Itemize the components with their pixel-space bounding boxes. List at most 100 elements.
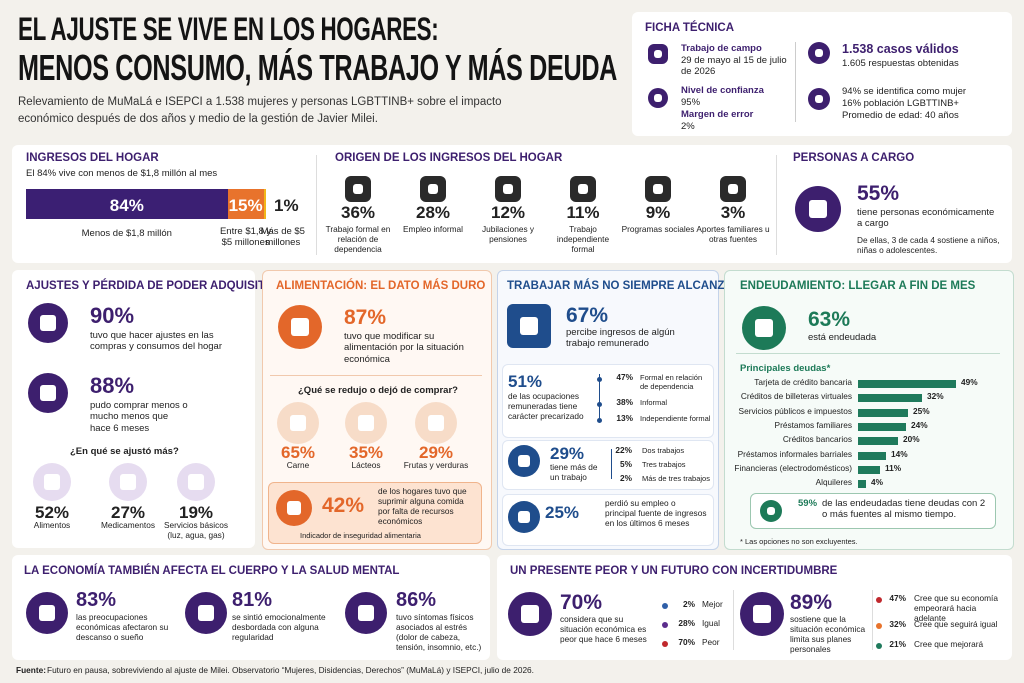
deuda-footnote: * Las opciones no son excluyentes. bbox=[740, 537, 858, 546]
stats-value: 90% bbox=[90, 303, 135, 328]
items-label: Frutas y verduras bbox=[403, 460, 469, 470]
icon bbox=[570, 176, 596, 202]
debt-bar bbox=[858, 380, 956, 388]
icon bbox=[648, 44, 668, 64]
items-value: 36% bbox=[340, 203, 376, 222]
personas-title: PERSONAS A CARGO bbox=[793, 152, 915, 164]
icon bbox=[28, 373, 68, 413]
deuda-categories: Préstamos informales barriales bbox=[737, 448, 852, 459]
income-segment bbox=[227, 189, 264, 219]
alimentacion-question: ¿Qué se redujo o dejó de comprar? bbox=[298, 385, 458, 396]
breakdown-label: Cree que seguirá igual bbox=[914, 619, 998, 629]
deuda-categories: Servicios públicos e impuestos bbox=[738, 405, 852, 416]
items-label: Empleo informal bbox=[403, 224, 463, 234]
deuda-value-labels: 32% bbox=[927, 391, 944, 402]
ingresos-text: percibe ingresos de algún trabajo remune… bbox=[566, 327, 675, 350]
items-value: 11% bbox=[566, 203, 600, 222]
breakdown-label: Peor bbox=[702, 637, 720, 647]
dot bbox=[662, 622, 668, 628]
inseguridad-text: de los hogares tuvo que suprimir alguna … bbox=[378, 486, 467, 526]
connector bbox=[611, 449, 612, 479]
divider bbox=[270, 375, 482, 376]
icon bbox=[345, 176, 371, 202]
icon bbox=[740, 592, 784, 636]
dot bbox=[597, 377, 602, 382]
debt-bar bbox=[858, 422, 906, 431]
ficha-margen-value: 2% bbox=[681, 121, 695, 132]
deuda-value-labels: 4% bbox=[871, 477, 883, 488]
icon bbox=[808, 42, 830, 64]
deuda-chart-title: Principales deudas* bbox=[740, 363, 831, 374]
icon bbox=[720, 176, 746, 202]
personas-value: 55% bbox=[857, 182, 900, 205]
deuda-value-labels: 25% bbox=[913, 405, 930, 416]
dot bbox=[662, 641, 668, 647]
perdida-value: 25% bbox=[545, 503, 580, 522]
icon bbox=[277, 402, 319, 444]
ingresos-value-labels: 1% bbox=[274, 196, 299, 215]
origen-title: ORIGEN DE LOS INGRESOS DEL HOGAR bbox=[335, 152, 563, 164]
debt-bar bbox=[858, 451, 886, 460]
icon bbox=[345, 592, 387, 634]
deuda-text: está endeudada bbox=[808, 332, 877, 343]
items-value: 12% bbox=[490, 203, 526, 222]
deuda-note-value: 59% bbox=[798, 498, 818, 509]
ficha-casos: 1.538 casos válidos bbox=[842, 42, 959, 56]
items-value: 65% bbox=[280, 443, 316, 462]
dot bbox=[662, 603, 668, 609]
breakdown-label: Informal bbox=[640, 398, 668, 407]
divider bbox=[776, 155, 777, 255]
ficha-title: FICHA TÉCNICA bbox=[645, 22, 735, 34]
icon bbox=[109, 463, 147, 501]
items-value: 9% bbox=[645, 203, 671, 222]
icon bbox=[415, 402, 457, 444]
breakdown-label: Tres trabajos bbox=[642, 460, 686, 469]
breakdown-value: 32% bbox=[889, 619, 906, 629]
header-title-line1: EL AJUSTE SE VIVE EN LOS HOGARES: bbox=[18, 11, 439, 47]
divider bbox=[316, 155, 317, 255]
icon bbox=[795, 186, 841, 232]
stats-text: pudo comprar menos o mucho menos que hac… bbox=[90, 400, 188, 434]
personas-text: tiene personas económicamente a cargo bbox=[857, 207, 995, 230]
deuda-categories: Alquileres bbox=[815, 477, 852, 488]
stat-value: 87% bbox=[344, 306, 387, 329]
icon bbox=[742, 306, 786, 350]
ficha-lgbt: 16% población LGBTTINB+ bbox=[842, 98, 959, 109]
items-value: 86% bbox=[396, 589, 437, 611]
header-title-line2: MENOS CONSUMO, MÁS TRABAJO Y MÁS DEUDA bbox=[18, 47, 618, 88]
icon bbox=[420, 176, 446, 202]
dot bbox=[597, 418, 602, 423]
items-label: Trabajo formal en relación de dependenci… bbox=[325, 224, 391, 254]
items-label: Lácteos bbox=[351, 460, 381, 470]
dot bbox=[876, 643, 882, 649]
breakdown-value: 38% bbox=[616, 397, 633, 407]
icon bbox=[345, 402, 387, 444]
debt-bar bbox=[858, 437, 898, 446]
deuda-categories: Créditos de billeteras virtuales bbox=[740, 391, 852, 402]
dot bbox=[597, 402, 602, 407]
icon bbox=[645, 176, 671, 202]
breakdown-label: Formal en relación de dependencia bbox=[640, 373, 703, 391]
ingresos-title: INGRESOS DEL HOGAR bbox=[26, 152, 159, 164]
deuda-categories: Financieras (electrodomésticos) bbox=[734, 462, 852, 473]
deuda-categories: Tarjeta de crédito bancaria bbox=[754, 377, 852, 387]
connector bbox=[599, 374, 600, 422]
alimentacion-title: ALIMENTACIÓN: EL DATO MÁS DURO bbox=[276, 280, 486, 292]
dot bbox=[876, 623, 882, 629]
breakdown-value: 2% bbox=[683, 599, 695, 609]
ficha-confianza-value: 95% bbox=[681, 97, 701, 108]
deuda-value-labels: 24% bbox=[911, 419, 928, 430]
deuda-categories: Créditos bancarios bbox=[782, 434, 852, 445]
stat-text: tuvo que modificar su alimentación por l… bbox=[344, 331, 464, 365]
breakdown-value: 21% bbox=[889, 639, 906, 649]
icon bbox=[177, 463, 215, 501]
items-text: se sintió emocionalmente desbordada con … bbox=[232, 612, 326, 642]
icon bbox=[648, 88, 668, 108]
stats-value: 88% bbox=[90, 373, 135, 398]
ficha-mujer: 94% se identifica como mujer bbox=[842, 86, 967, 97]
items-value: 19% bbox=[178, 503, 214, 522]
icon bbox=[33, 463, 71, 501]
ingresos-categories: Entre $1,8 y $5 millones bbox=[219, 226, 272, 249]
items-label: Programas sociales bbox=[621, 224, 695, 234]
deuda-categories: Préstamos familiares bbox=[774, 419, 852, 430]
